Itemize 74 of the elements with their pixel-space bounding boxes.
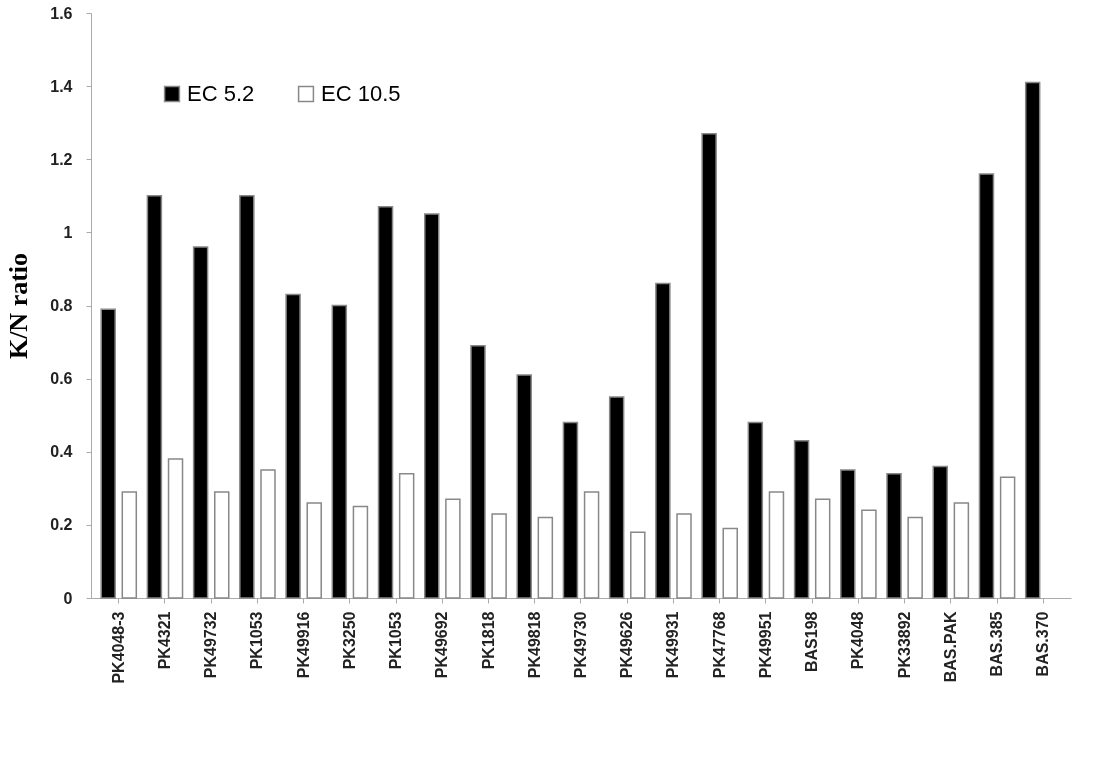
y-tick-label: 1.4 [50, 77, 73, 95]
bar [907, 516, 923, 599]
bar [214, 491, 230, 599]
bar [999, 476, 1016, 599]
bar [100, 308, 116, 599]
y-tick-label: 1.6 [50, 4, 73, 22]
bar [352, 505, 369, 599]
x-tick-label: PK4321 [155, 611, 173, 670]
x-tick-label: PK33892 [895, 611, 913, 679]
bar [285, 293, 301, 599]
bar [167, 458, 184, 599]
bar [470, 344, 486, 599]
bar [932, 465, 948, 599]
legend-label: EC 5.2 [187, 81, 255, 106]
x-tick-label: BAS.370 [1034, 611, 1052, 677]
x-tick-label: PK49931 [664, 611, 682, 679]
legend-label: EC 10.5 [321, 81, 401, 106]
bar [377, 206, 394, 599]
bar [583, 491, 600, 599]
bar [331, 304, 348, 599]
bar [424, 213, 440, 599]
bar [793, 440, 810, 599]
bar [747, 421, 764, 599]
bar [814, 498, 831, 599]
bar [192, 246, 209, 599]
bar [1024, 81, 1041, 599]
bar [630, 531, 646, 599]
x-tick-label: BAS198 [803, 611, 821, 672]
y-axis-title: K/N ratio [4, 252, 34, 360]
x-tick-label: PK49732 [202, 611, 220, 679]
bar [840, 469, 856, 599]
x-tick-label: PK49692 [433, 611, 451, 679]
bar [701, 132, 717, 599]
y-tick-label: 1.2 [50, 150, 73, 168]
bar [146, 195, 163, 599]
y-tick-label: 0.4 [50, 443, 73, 461]
bar [306, 502, 322, 599]
bar [768, 491, 785, 599]
x-tick-label: PK4048-3 [109, 611, 127, 684]
x-tick-label: PK1818 [479, 611, 497, 670]
x-tick-label: PK49626 [618, 611, 636, 679]
bar [655, 282, 671, 599]
bar [239, 195, 255, 599]
bar [886, 472, 902, 599]
bar [398, 472, 415, 599]
y-tick-label: 0.8 [50, 297, 73, 314]
y-tick-label: 0 [63, 589, 73, 607]
x-tick-label: PK47768 [710, 611, 728, 679]
y-tick-label: 1 [63, 223, 73, 241]
y-tick-label: 0.6 [50, 370, 73, 388]
x-tick-label: PK49818 [525, 611, 543, 679]
bar [516, 374, 532, 599]
bar [608, 396, 625, 599]
bar [676, 513, 692, 599]
x-tick-label: PK49951 [756, 611, 774, 679]
x-tick-label: PK1053 [387, 611, 405, 670]
x-tick-label: PK49916 [294, 611, 312, 679]
bar [491, 513, 507, 599]
bar [861, 509, 877, 599]
bar [260, 469, 276, 599]
x-tick-label: PK1053 [248, 611, 266, 670]
x-tick-label: BAS.PAK [941, 611, 959, 683]
bar [562, 421, 579, 599]
bar [953, 502, 970, 599]
x-tick-label: PK4048 [849, 611, 867, 670]
x-tick-label: PK49730 [572, 611, 589, 679]
bar [537, 516, 554, 599]
bar [978, 173, 995, 599]
bar [121, 491, 138, 599]
bar [445, 498, 461, 599]
x-tick-label: BAS.385 [988, 611, 1006, 677]
bar [722, 527, 738, 599]
y-tick-label: 0.2 [50, 516, 73, 534]
x-tick-label: PK3250 [340, 611, 358, 670]
